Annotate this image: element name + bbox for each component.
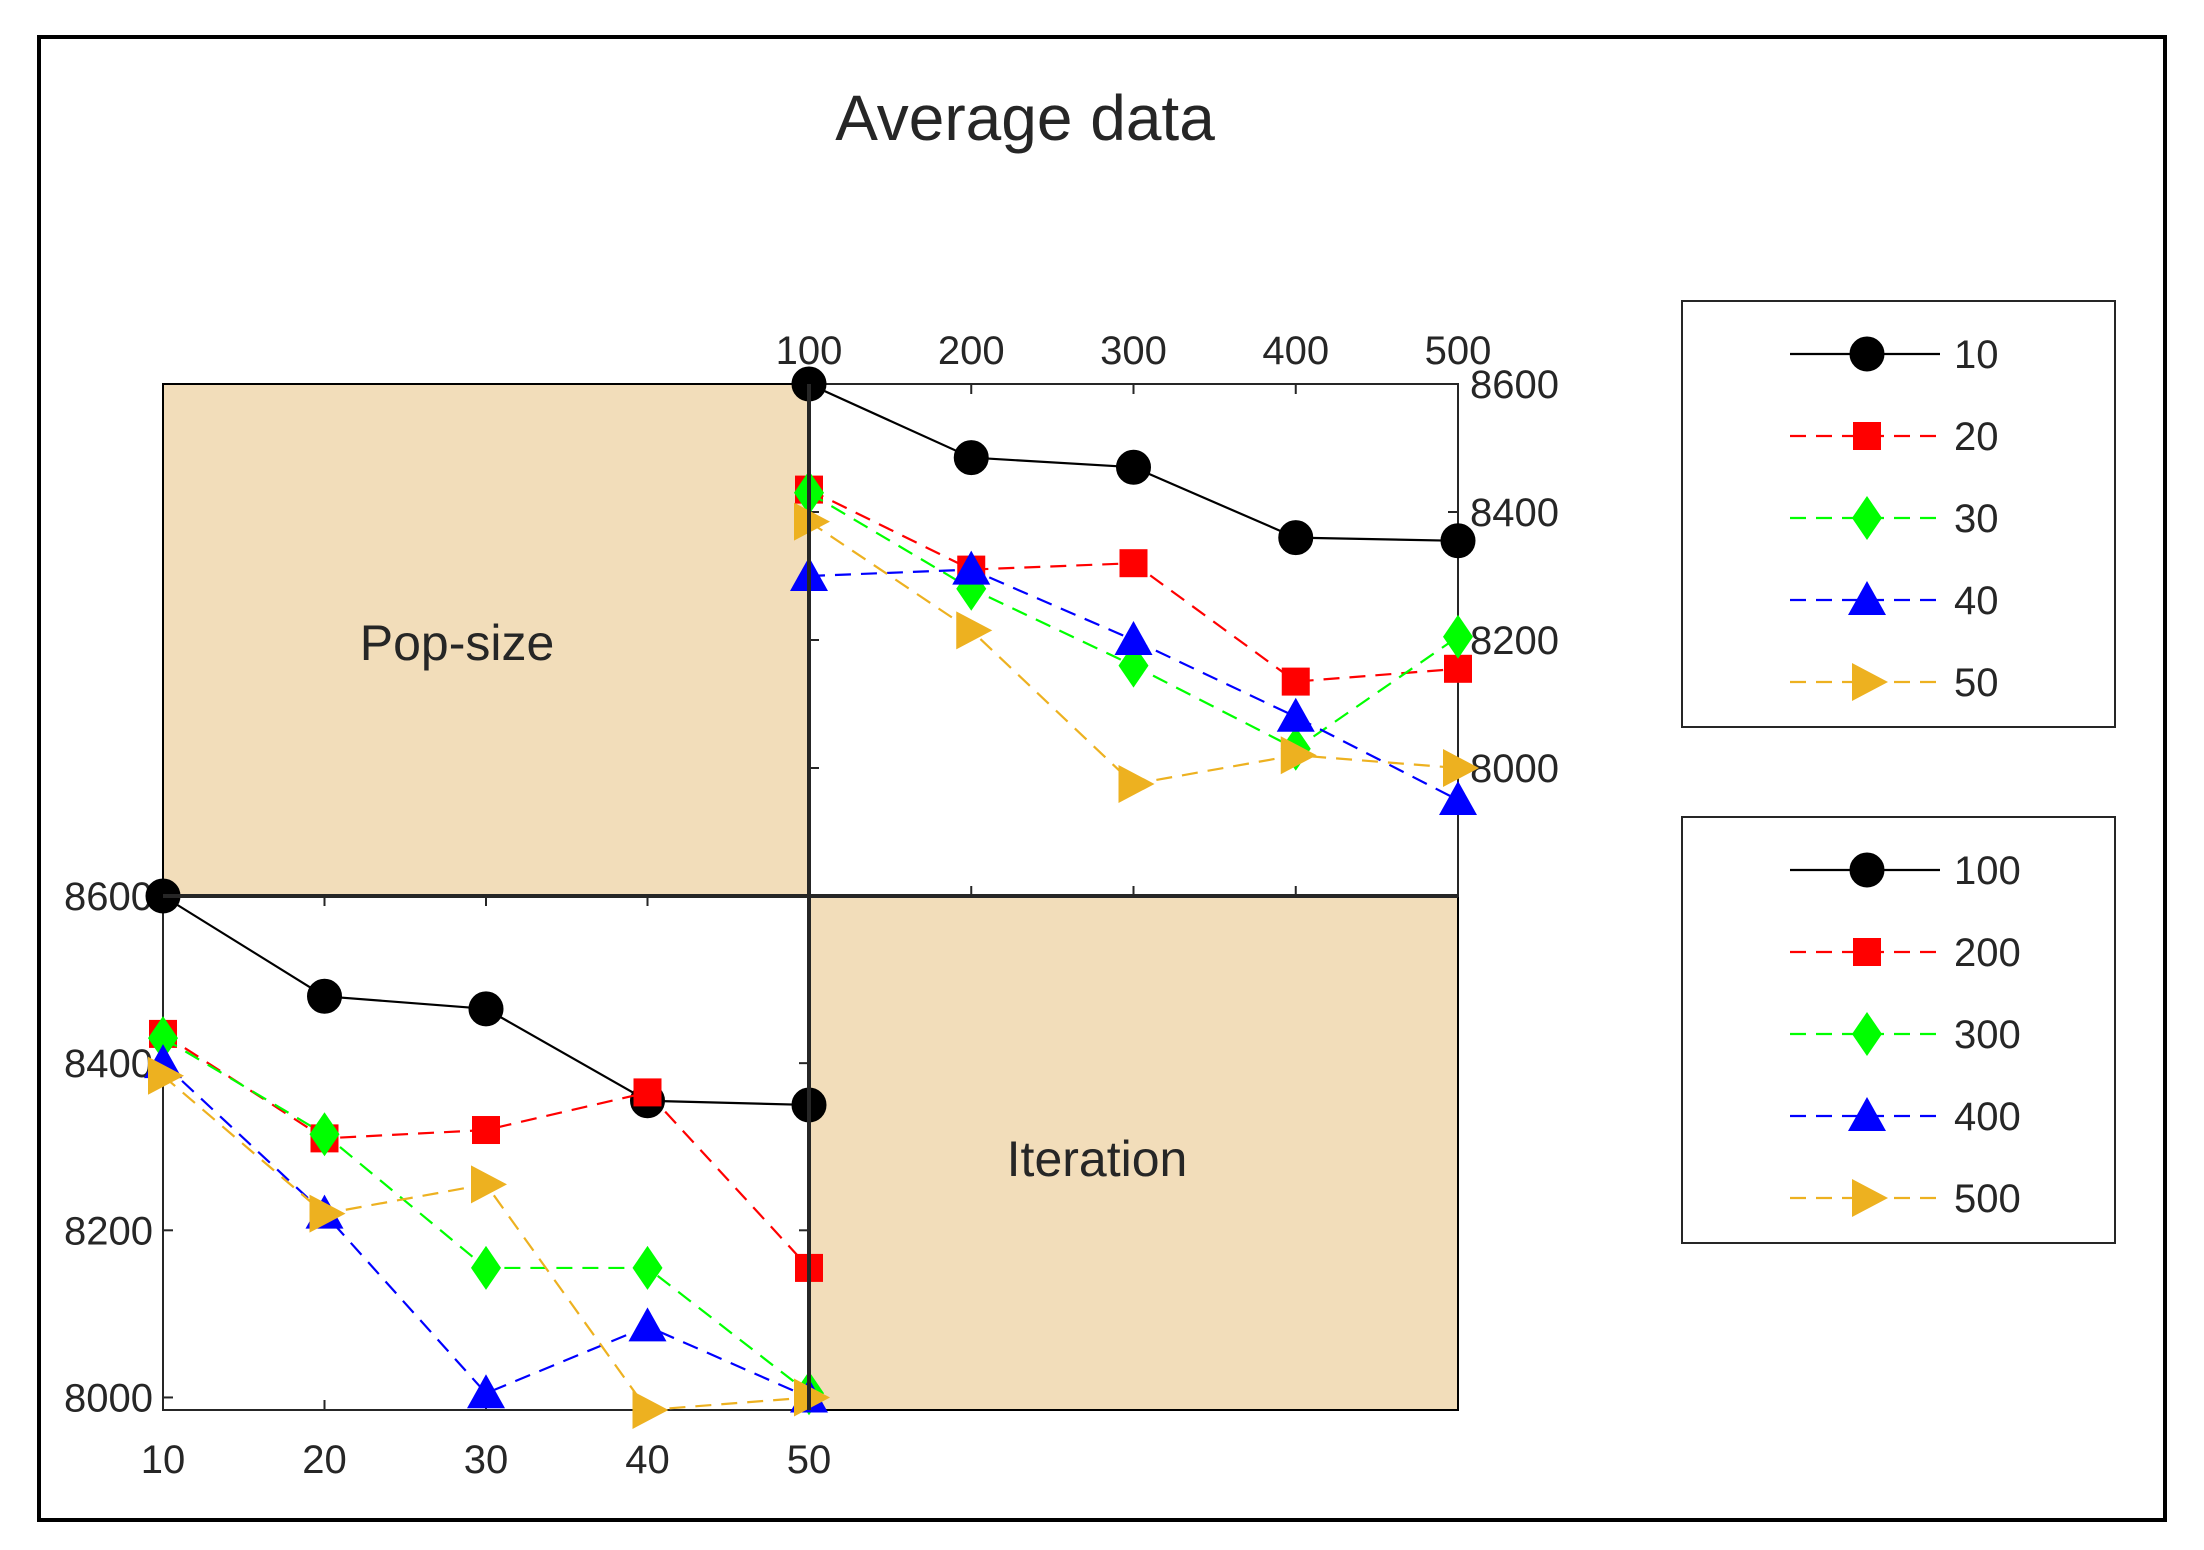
legend-marker-100	[1849, 852, 1885, 888]
legend-marker-400	[1848, 1097, 1886, 1131]
figure-border	[37, 35, 2167, 1522]
legend-label-100: 100	[1954, 849, 2021, 893]
y-tick-label: 8600	[64, 875, 153, 919]
legend-box	[1681, 300, 2116, 728]
legend-label-300: 300	[1954, 1013, 2021, 1057]
data-point-50	[956, 611, 993, 650]
legend-label-500: 500	[1954, 1177, 2021, 1221]
legend-marker-300	[1852, 1012, 1882, 1056]
data-point-300	[471, 1245, 501, 1290]
popsize-plot: 10 20 30 40 50 8000 8200 8400 8600	[64, 875, 831, 1482]
data-point-20	[1444, 654, 1472, 683]
y-tick-label: 8600	[1470, 363, 1559, 407]
y-tick-label: 8000	[64, 1376, 153, 1420]
data-point-200	[633, 1078, 662, 1107]
iteration-label: Iteration	[1007, 1131, 1188, 1187]
data-point-50	[1118, 765, 1155, 803]
legend-label-50: 50	[1954, 661, 1999, 705]
series-line-200	[162, 1032, 810, 1269]
legend-label-20: 20	[1954, 415, 1999, 459]
popsize-label: Pop-size	[360, 615, 555, 671]
chart-title: Average data	[835, 82, 1215, 154]
legend-box	[1681, 816, 2116, 1244]
data-point-40	[952, 550, 991, 585]
legend-label-10: 10	[1954, 333, 1999, 377]
data-point-100	[307, 978, 342, 1014]
y-tick-label: 8400	[1470, 491, 1559, 535]
legend-label-30: 30	[1954, 497, 1999, 541]
data-point-40	[1114, 621, 1153, 655]
legend-marker-500	[1852, 1179, 1888, 1217]
data-point-500	[794, 1378, 830, 1417]
x-tick-label: 300	[1100, 329, 1167, 373]
data-point-200	[472, 1116, 500, 1145]
iteration-plot: 100 200 300 400 500 8000 8200 8400 8600	[776, 329, 1559, 897]
legend-label-400: 400	[1954, 1095, 2021, 1139]
legend-marker-20	[1853, 422, 1881, 450]
data-point-50	[1443, 749, 1479, 787]
data-point-400	[628, 1307, 667, 1342]
y-tick-label: 8000	[1470, 747, 1559, 791]
x-tick-label: 500	[1425, 329, 1492, 373]
y-tick-label: 8400	[64, 1042, 153, 1086]
data-point-20	[1281, 667, 1310, 696]
x-tick-label: 200	[938, 329, 1005, 373]
legend-marker-200	[1853, 938, 1881, 966]
x-tick-label: 100	[776, 329, 843, 373]
data-point-10	[953, 440, 989, 476]
data-point-10	[1440, 523, 1476, 559]
legend-marker-40	[1848, 581, 1886, 615]
data-point-500	[148, 1056, 184, 1095]
x-tick-label: 10	[141, 1438, 186, 1482]
popsize-panel-frame	[162, 895, 810, 1411]
data-point-10	[1278, 520, 1314, 556]
legend-label-200: 200	[1954, 931, 2021, 975]
data-point-20	[1119, 549, 1148, 578]
data-point-400	[467, 1374, 505, 1409]
data-point-100	[468, 991, 504, 1027]
data-point-50	[1280, 736, 1317, 775]
data-point-500	[309, 1194, 346, 1233]
y-tick-label: 8200	[64, 1209, 153, 1253]
legend-label-40: 40	[1954, 579, 1999, 623]
x-tick-label: 30	[464, 1438, 509, 1482]
data-point-300	[632, 1245, 663, 1290]
x-tick-label: 40	[625, 1438, 670, 1482]
x-tick-label: 50	[787, 1438, 832, 1482]
legend-marker-10	[1849, 336, 1885, 372]
data-point-500	[632, 1391, 669, 1429]
data-point-40	[1276, 697, 1315, 732]
data-point-300	[309, 1112, 340, 1157]
data-point-50	[794, 502, 830, 541]
y-tick-label: 8200	[1470, 619, 1559, 663]
data-point-500	[471, 1165, 507, 1204]
iteration-legend: 10 20 30 40 50	[1681, 300, 2116, 728]
legend-marker-30	[1852, 496, 1882, 540]
data-point-30	[1443, 614, 1473, 659]
popsize-label-block	[162, 383, 810, 897]
data-point-300	[148, 1016, 178, 1061]
legend-marker-50	[1852, 663, 1888, 701]
x-tick-label: 400	[1262, 329, 1329, 373]
x-tick-label: 20	[302, 1438, 347, 1482]
popsize-legend: 100 200 300 400 500	[1681, 816, 2116, 1244]
data-point-40	[1439, 781, 1477, 815]
data-point-10	[1116, 449, 1151, 485]
